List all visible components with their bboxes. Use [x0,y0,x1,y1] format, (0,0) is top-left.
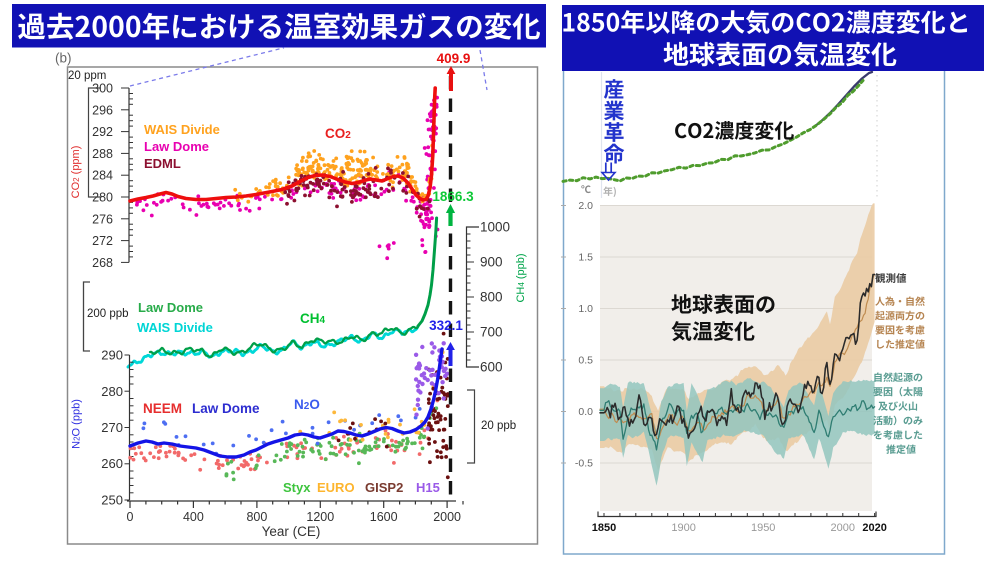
svg-text:N2O (ppb): N2O (ppb) [71,399,83,449]
svg-text:WAIS Divide: WAIS Divide [137,320,213,335]
svg-text:H15: H15 [416,480,440,495]
svg-text:1900: 1900 [671,522,695,534]
svg-text:1850: 1850 [592,522,616,534]
svg-text:1866.3: 1866.3 [432,189,474,204]
svg-text:CH4 (ppb): CH4 (ppb) [515,253,527,302]
svg-text:284: 284 [92,169,113,183]
svg-text:260: 260 [101,456,123,471]
svg-text:1950: 1950 [751,522,775,534]
svg-text:0.5: 0.5 [578,355,593,367]
svg-text:Law Dome: Law Dome [138,300,203,315]
svg-text:268: 268 [92,256,113,270]
svg-text:CH4: CH4 [300,311,326,326]
svg-text:1600: 1600 [370,510,398,524]
svg-text:Year (CE): Year (CE) [262,524,321,539]
svg-text:N2O: N2O [294,397,320,412]
svg-text:1.5: 1.5 [578,252,593,264]
svg-text:CO2 (ppm): CO2 (ppm) [70,146,82,199]
svg-text:2.0: 2.0 [578,200,593,212]
svg-text:290: 290 [101,348,123,363]
svg-text:-0.5: -0.5 [575,458,593,470]
svg-text:800: 800 [246,510,267,524]
svg-text:Law Dome: Law Dome [192,401,260,416]
svg-text:EDML: EDML [144,156,181,171]
svg-text:332.1: 332.1 [429,318,463,333]
svg-text:CO2: CO2 [325,126,351,141]
svg-text:288: 288 [92,147,113,161]
svg-text:1000: 1000 [480,220,510,235]
svg-text:20 ppb: 20 ppb [481,420,516,432]
svg-text:280: 280 [101,384,123,399]
svg-text:296: 296 [92,103,113,117]
svg-text:1.0: 1.0 [578,303,593,315]
svg-text:300: 300 [92,82,113,96]
svg-text:2000: 2000 [831,522,855,534]
svg-text:400: 400 [183,510,204,524]
svg-text:WAIS Divide: WAIS Divide [144,122,220,137]
svg-text:270: 270 [101,420,123,435]
svg-text:700: 700 [480,325,503,340]
svg-text:276: 276 [92,212,113,226]
svg-text:280: 280 [92,191,113,205]
svg-text:292: 292 [92,125,113,139]
svg-text:Styx: Styx [283,480,311,495]
svg-text:EURO: EURO [317,480,355,495]
svg-text:2020: 2020 [862,522,886,534]
svg-text:409.9: 409.9 [437,51,471,66]
svg-text:2000: 2000 [433,510,461,524]
svg-text:0.0: 0.0 [578,406,593,418]
svg-text:272: 272 [92,234,113,248]
svg-text:1200: 1200 [306,510,334,524]
svg-text:600: 600 [480,360,503,375]
svg-text:250: 250 [101,493,123,508]
svg-text:200 ppb: 200 ppb [87,308,129,320]
svg-text:20 ppm: 20 ppm [68,70,106,82]
svg-text:NEEM: NEEM [143,401,182,416]
svg-text:GISP2: GISP2 [365,480,403,495]
svg-text:Law Dome: Law Dome [144,139,209,154]
svg-text:0: 0 [127,510,134,524]
svg-text:(b): (b) [55,51,72,66]
svg-text:900: 900 [480,255,503,270]
svg-text:800: 800 [480,290,503,305]
